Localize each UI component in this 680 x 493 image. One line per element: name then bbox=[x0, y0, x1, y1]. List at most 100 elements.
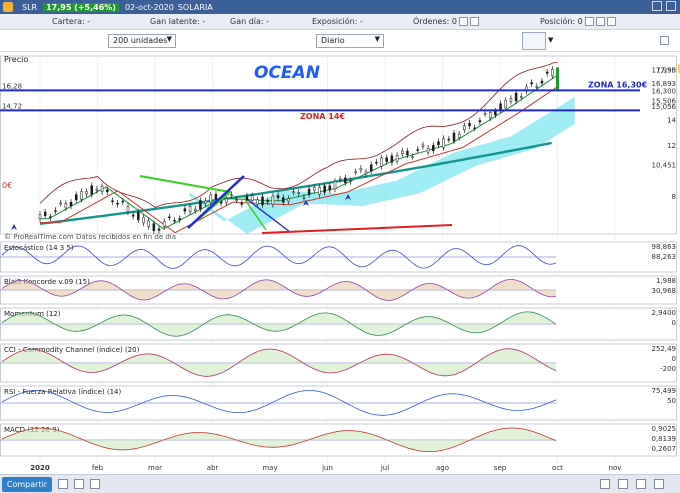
indicator-value-label: 2,9400 bbox=[652, 309, 677, 317]
candle-body bbox=[344, 177, 347, 183]
candle-body bbox=[214, 194, 218, 200]
price-tick-label: 15,506 bbox=[652, 97, 677, 105]
share-button[interactable]: Compartir bbox=[2, 477, 52, 492]
candle-body bbox=[142, 217, 145, 224]
orders-icon[interactable] bbox=[458, 17, 468, 26]
period-select[interactable]: Diario ▼ bbox=[316, 34, 384, 48]
grid-icon[interactable] bbox=[58, 479, 68, 489]
indicator-value-label: -200 bbox=[660, 365, 676, 373]
maximize-icon[interactable] bbox=[666, 1, 676, 11]
candle-body bbox=[100, 186, 104, 192]
price-tick-label: 15,056 bbox=[652, 103, 677, 111]
candle-body bbox=[245, 195, 249, 201]
indicator-value-label: 0,9025 bbox=[652, 425, 677, 433]
position-detail-icon[interactable] bbox=[606, 17, 616, 26]
candle-body bbox=[95, 188, 99, 191]
price-change-badge: 17,95 (+5,46%) bbox=[43, 2, 119, 12]
bell-icon[interactable] bbox=[600, 479, 610, 489]
orders-list-icon[interactable] bbox=[469, 17, 479, 26]
candle-body bbox=[426, 147, 430, 153]
candle-body bbox=[452, 132, 456, 142]
indicator-line bbox=[1, 245, 557, 269]
drawing-icon[interactable] bbox=[90, 479, 100, 489]
candle-body bbox=[359, 168, 363, 171]
zoom-in-icon[interactable] bbox=[636, 479, 646, 489]
blue-arrow-line bbox=[247, 199, 291, 233]
indicator-fill bbox=[2, 428, 556, 452]
candle-body bbox=[432, 145, 435, 152]
candle-body bbox=[178, 218, 181, 221]
chevron-down-icon[interactable]: ▼ bbox=[548, 36, 554, 44]
candle-body bbox=[338, 178, 342, 181]
date-label: 02-oct-2020 bbox=[124, 2, 174, 12]
candle-body bbox=[121, 200, 125, 203]
candle-body bbox=[256, 199, 259, 205]
candle-body bbox=[162, 221, 166, 227]
candle-body bbox=[463, 125, 466, 131]
zoom-out-icon[interactable] bbox=[618, 479, 628, 489]
candle-body bbox=[390, 155, 394, 163]
candle-body bbox=[292, 191, 295, 193]
candle-body bbox=[395, 155, 399, 162]
candle-body bbox=[457, 133, 461, 138]
candle-body bbox=[168, 216, 171, 219]
time-axis-label: jul bbox=[380, 464, 389, 472]
candle-body bbox=[225, 198, 228, 203]
fullscreen-icon[interactable] bbox=[654, 479, 664, 489]
posicion-field: Posición: 0 bbox=[540, 17, 616, 26]
candle-body bbox=[520, 96, 523, 98]
candle-body bbox=[385, 157, 388, 162]
time-axis: 2020 feb mar abr may jun jul ago sep oct nov bbox=[30, 464, 621, 472]
candle-body bbox=[297, 192, 300, 195]
price-tick-label: 14 bbox=[667, 117, 676, 125]
candle-body bbox=[447, 138, 451, 141]
indicator-value-label: 0,8139 bbox=[652, 435, 677, 443]
candle-body bbox=[90, 185, 93, 195]
layout-icon[interactable] bbox=[74, 479, 84, 489]
time-axis-label: 2020 bbox=[30, 464, 50, 472]
candle-body bbox=[323, 185, 326, 193]
candle-body bbox=[540, 80, 544, 84]
position-list-icon[interactable] bbox=[595, 17, 605, 26]
last-candle bbox=[556, 67, 559, 91]
candle-body bbox=[261, 196, 264, 206]
candle-body bbox=[369, 164, 373, 172]
indicator-title: CCI - Commodity Channel (índice) (20) bbox=[4, 346, 140, 354]
candle-body bbox=[313, 187, 316, 191]
candle-body bbox=[126, 206, 130, 213]
indicator-title: Blai5 Koncorde v.09 (15) bbox=[4, 278, 90, 286]
indicator-value-label: 0 bbox=[672, 319, 676, 327]
candle-body bbox=[530, 82, 533, 85]
indicator-panels: Estocástico (14 3 5) 98,863 88,263 Blai5 Ko… bbox=[0, 241, 677, 457]
candle-body bbox=[468, 123, 471, 127]
candle-body bbox=[287, 198, 290, 202]
chart-type-button[interactable] bbox=[522, 32, 546, 50]
indicator-line bbox=[1, 390, 557, 416]
indicator-value-label: 0 bbox=[672, 355, 676, 363]
price-panel-title: Precio bbox=[4, 55, 28, 64]
units-select[interactable]: 200 unidades ▼ bbox=[108, 34, 176, 48]
price-tick-label: 8 bbox=[672, 193, 676, 201]
candle-body bbox=[173, 220, 176, 222]
price-tick-label: 16,300 bbox=[652, 87, 677, 95]
candle-body bbox=[266, 200, 269, 203]
indicator-panel: Estocástico (14 3 5) 98,863 88,263 bbox=[0, 241, 677, 273]
time-axis-label: oct bbox=[552, 464, 563, 472]
candle-body bbox=[80, 191, 83, 200]
indicator-value-label: 0,2607 bbox=[652, 445, 677, 453]
candle-body bbox=[199, 200, 202, 210]
candle-body bbox=[59, 202, 62, 205]
time-axis-label: feb bbox=[92, 464, 104, 472]
candle-body bbox=[354, 171, 357, 174]
candle-body bbox=[442, 138, 445, 148]
window-controls bbox=[652, 1, 676, 11]
time-axis-label: mar bbox=[148, 464, 162, 472]
left-price-label-1: 16,28 bbox=[2, 82, 22, 90]
position-icon[interactable] bbox=[584, 17, 594, 26]
settings-icon[interactable] bbox=[660, 36, 669, 45]
minimize-icon[interactable] bbox=[652, 1, 662, 11]
candle-body bbox=[328, 185, 332, 191]
